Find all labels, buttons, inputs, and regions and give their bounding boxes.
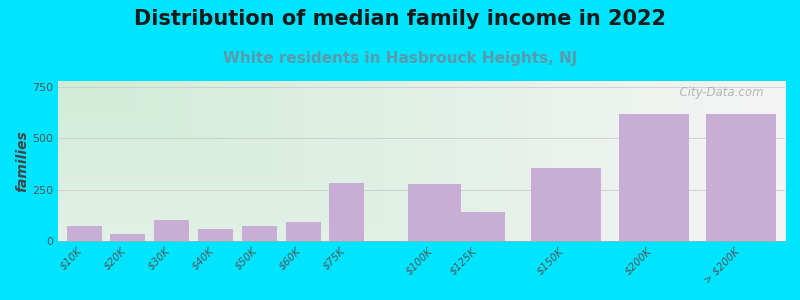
Bar (154, 220, 189, 241)
Bar (110, 234, 146, 241)
Text: Distribution of median family income in 2022: Distribution of median family income in … (134, 9, 666, 29)
Text: City-Data.com: City-Data.com (671, 86, 763, 99)
Bar (330, 183, 365, 241)
Bar (618, 114, 689, 241)
Bar (242, 226, 277, 241)
Bar (66, 226, 102, 241)
Bar (286, 222, 321, 241)
Y-axis label: families: families (15, 130, 29, 192)
Bar (198, 229, 233, 241)
Bar (408, 184, 461, 241)
Text: White residents in Hasbrouck Heights, NJ: White residents in Hasbrouck Heights, NJ (223, 51, 577, 66)
Bar (452, 212, 505, 241)
Bar (531, 168, 601, 241)
Bar (706, 114, 776, 241)
